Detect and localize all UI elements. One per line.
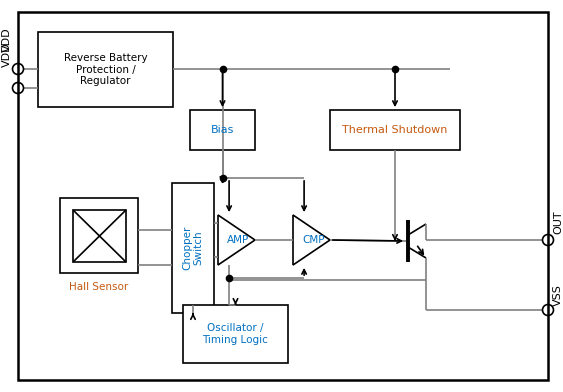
- Text: Hall Sensor: Hall Sensor: [69, 282, 128, 292]
- Text: Chopper
Switch: Chopper Switch: [182, 226, 204, 270]
- Bar: [330, 110, 460, 150]
- Text: OUT: OUT: [553, 210, 563, 234]
- Bar: [38, 32, 173, 107]
- Bar: [172, 183, 214, 313]
- Text: VDD: VDD: [2, 43, 12, 67]
- Text: Oscillator /
Timing Logic: Oscillator / Timing Logic: [203, 323, 269, 345]
- Text: AMP: AMP: [227, 235, 249, 245]
- Bar: [190, 110, 255, 150]
- Bar: [73, 210, 126, 262]
- Text: Thermal Shutdown: Thermal Shutdown: [342, 125, 448, 135]
- Text: VSS: VSS: [553, 284, 563, 306]
- Text: VDD: VDD: [2, 28, 12, 52]
- Bar: [183, 305, 288, 363]
- Polygon shape: [293, 215, 330, 265]
- Text: Bias: Bias: [211, 125, 234, 135]
- Bar: [60, 198, 138, 273]
- Text: CMP: CMP: [302, 235, 325, 245]
- Polygon shape: [218, 215, 255, 265]
- Text: Reverse Battery
Protection /
Regulator: Reverse Battery Protection / Regulator: [64, 53, 148, 86]
